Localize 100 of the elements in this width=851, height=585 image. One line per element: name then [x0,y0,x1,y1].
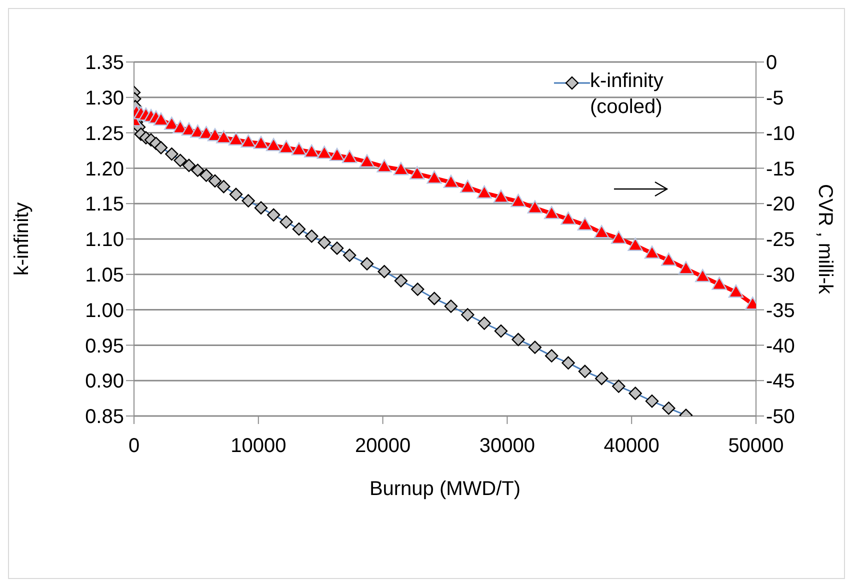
x-tick-label: 40000 [604,435,660,458]
y-tick-label: 1.15 [85,194,124,216]
point [493,190,509,203]
point [329,148,345,162]
point [645,394,659,408]
y2-tick-label: -25 [766,229,795,252]
y2-tick-label: -15 [766,158,795,180]
y2-tick-label: -35 [766,300,795,322]
point [378,264,391,278]
point [611,230,626,244]
point [528,340,542,354]
x-tick-label: 0 [128,435,140,458]
x-tick-label: 10000 [230,435,286,458]
point [612,380,626,393]
point [342,248,356,262]
point [240,134,256,148]
point [443,174,459,188]
point [410,166,425,180]
point [292,222,306,236]
point [644,246,660,259]
y-tick-label: 1.05 [85,264,124,286]
point [253,136,269,150]
x-tick-label: 30000 [479,435,536,458]
point [545,349,558,362]
y2-tick-label: -10 [766,122,795,145]
point [278,140,294,154]
point [305,230,318,243]
point [510,194,526,208]
point [217,180,230,194]
point [628,238,643,251]
point [393,162,409,176]
point [376,159,392,172]
y-axis-title: k-infinity [11,202,34,276]
point [242,194,255,208]
point [494,324,508,338]
point [291,142,307,156]
x-tick-label: 50000 [728,435,784,458]
y2-tick-label: -40 [766,335,795,358]
point [359,154,375,168]
point [594,225,610,238]
point [280,215,293,229]
legend-label: k-infinity (cooled) [590,69,664,120]
point [461,308,474,322]
point [628,386,642,400]
y2-tick-label: 0 [766,52,778,74]
y-tick-label: 1.30 [85,88,124,110]
point [254,201,268,214]
y-tick-label: 1.10 [85,229,124,252]
y2-tick-label: -30 [766,264,795,286]
point [304,144,320,158]
point [342,150,358,164]
point [174,154,187,168]
point [712,276,727,290]
point [428,292,441,306]
point [460,180,476,193]
point [662,402,676,415]
point [266,138,282,152]
point [316,146,332,159]
y2-tick-label: -45 [766,370,795,393]
point [182,158,196,172]
point [678,261,694,274]
point [394,274,408,288]
point [527,200,543,214]
point [191,164,204,177]
point [208,174,222,188]
point [229,188,243,201]
point [330,242,344,255]
point [695,268,710,282]
point [577,217,593,230]
y-tick-label: 1.35 [85,52,124,74]
point [444,300,458,313]
x-tick-label: 20000 [354,435,411,458]
point [544,206,560,220]
y-tick-label: 0.90 [85,370,124,393]
point [560,212,576,225]
point [512,332,525,346]
point [266,208,280,222]
point [728,284,744,298]
point [411,282,424,296]
point [154,141,168,154]
point [153,112,169,126]
point [200,168,213,182]
point [165,147,178,161]
point [318,236,331,250]
point [562,356,575,370]
y2-tick-label: -20 [766,194,795,216]
y-tick-label: 1.00 [85,300,124,322]
point [476,185,492,199]
point [578,364,592,378]
y-tick-label: 1.25 [85,122,124,145]
y-tick-label: 0.95 [85,335,124,358]
y2-tick-label: -50 [766,406,795,428]
point [216,130,232,144]
point [478,316,491,330]
point [360,257,374,270]
y2-axis-title: CVR , milli-k [814,184,836,295]
y2-tick-label: -5 [766,88,784,110]
x-axis-title: Burnup (MWD/T) [369,478,521,500]
y-tick-label: 1.20 [85,158,124,180]
y-tick-label: 0.85 [85,406,124,428]
